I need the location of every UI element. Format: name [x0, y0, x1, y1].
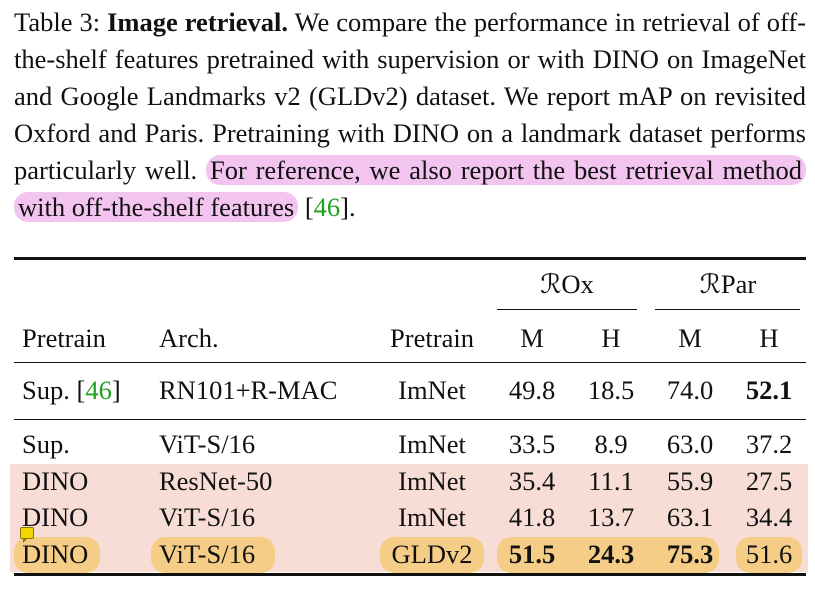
- highlight-arch: [151, 537, 275, 573]
- caption-text: We compare the performance in retrieval …: [14, 7, 806, 185]
- table-bottom-rule: [14, 573, 806, 576]
- highlight-rpar-h: [736, 537, 802, 573]
- caption-cite-open: [: [298, 192, 314, 222]
- col-header-rpar-m: M: [678, 323, 702, 353]
- highlight-gldv2: [380, 537, 484, 573]
- table-row-0-arch: RN101+R-MAC: [159, 375, 338, 405]
- row-citation-link[interactable]: 46: [85, 375, 112, 405]
- table-row-1-data: ImNet: [398, 429, 466, 459]
- caption-title: Image retrieval.: [107, 7, 289, 37]
- table-row-2-arch: ResNet-50: [159, 466, 273, 496]
- table-row-2-rox-h: 11.1: [588, 466, 634, 496]
- caption-label: Table 3:: [14, 7, 108, 37]
- caption-citation-link[interactable]: 46: [313, 192, 341, 222]
- table-row-1-rox-h: 8.9: [594, 429, 628, 459]
- table-row-1-pretrain: Sup.: [22, 429, 70, 459]
- table-row-3-rpar-m: 63.1: [666, 502, 714, 532]
- table-row-4-rpar-h: 51.6: [745, 539, 793, 569]
- table-caption: Table 3: Image retrieval. We compare the…: [14, 4, 807, 226]
- table-row-2-rpar-h: 27.5: [745, 466, 793, 496]
- rpar-cmidrule: [655, 309, 800, 310]
- table-header-rule: [14, 362, 806, 363]
- table-row-1-rpar-m: 63.0: [666, 429, 714, 459]
- sticky-note-icon[interactable]: [20, 527, 34, 543]
- table-row-0-rpar-m: 74.0: [666, 375, 714, 405]
- highlight-dino: [14, 537, 100, 573]
- table-row-3-data: ImNet: [398, 502, 466, 532]
- table-row-4-arch: ViT-S/16: [159, 539, 256, 569]
- table-row-3-rpar-h: 34.4: [745, 502, 793, 532]
- table-row-3-arch: ViT-S/16: [159, 502, 256, 532]
- table-row-4-data: GLDv2: [391, 539, 473, 569]
- table-row-4-rpar-m: 75.3: [666, 539, 714, 569]
- group-header-rox: ℛOx: [540, 269, 594, 299]
- col-header-arch: Arch.: [159, 323, 219, 353]
- table-row-0-rox-m: 49.8: [508, 375, 556, 405]
- table-row-1-rpar-h: 37.2: [745, 429, 793, 459]
- table-row-0-data: ImNet: [398, 375, 466, 405]
- table-top-rule: [14, 257, 806, 260]
- col-header-pretrain: Pretrain: [22, 323, 106, 353]
- caption-cite-close: ].: [340, 192, 356, 222]
- table-row-0-rpar-h: 52.1: [745, 375, 793, 405]
- table-row-0-rox-h: 18.5: [587, 375, 635, 405]
- col-header-rpar-h: H: [759, 323, 779, 353]
- rox-cmidrule: [497, 309, 637, 310]
- col-header-rox-h: H: [601, 323, 621, 353]
- col-header-rox-m: M: [520, 323, 544, 353]
- table-baseline-rule: [14, 419, 806, 420]
- table-row-2-rox-m: 35.4: [508, 466, 556, 496]
- table-row-2-pretrain: DINO: [22, 466, 89, 496]
- table-row-1-arch: ViT-S/16: [159, 429, 256, 459]
- table-row-4-rox-m: 51.5: [508, 539, 556, 569]
- table-row-3-rox-h: 13.7: [587, 502, 635, 532]
- table-row-2-data: ImNet: [398, 466, 466, 496]
- table-row-0-pretrain: Sup. [46]: [22, 375, 121, 405]
- table-row-4-rox-h: 24.3: [587, 539, 635, 569]
- table-row-3-rox-m: 41.8: [508, 502, 556, 532]
- table-row-2-rpar-m: 55.9: [666, 466, 714, 496]
- table-row-4-pretrain: DINO: [22, 539, 89, 569]
- highlight-results: [497, 537, 719, 573]
- table-row-1-rox-m: 33.5: [508, 429, 556, 459]
- group-header-rpar: ℛPar: [699, 269, 757, 299]
- col-header-data: Pretrain: [390, 323, 474, 353]
